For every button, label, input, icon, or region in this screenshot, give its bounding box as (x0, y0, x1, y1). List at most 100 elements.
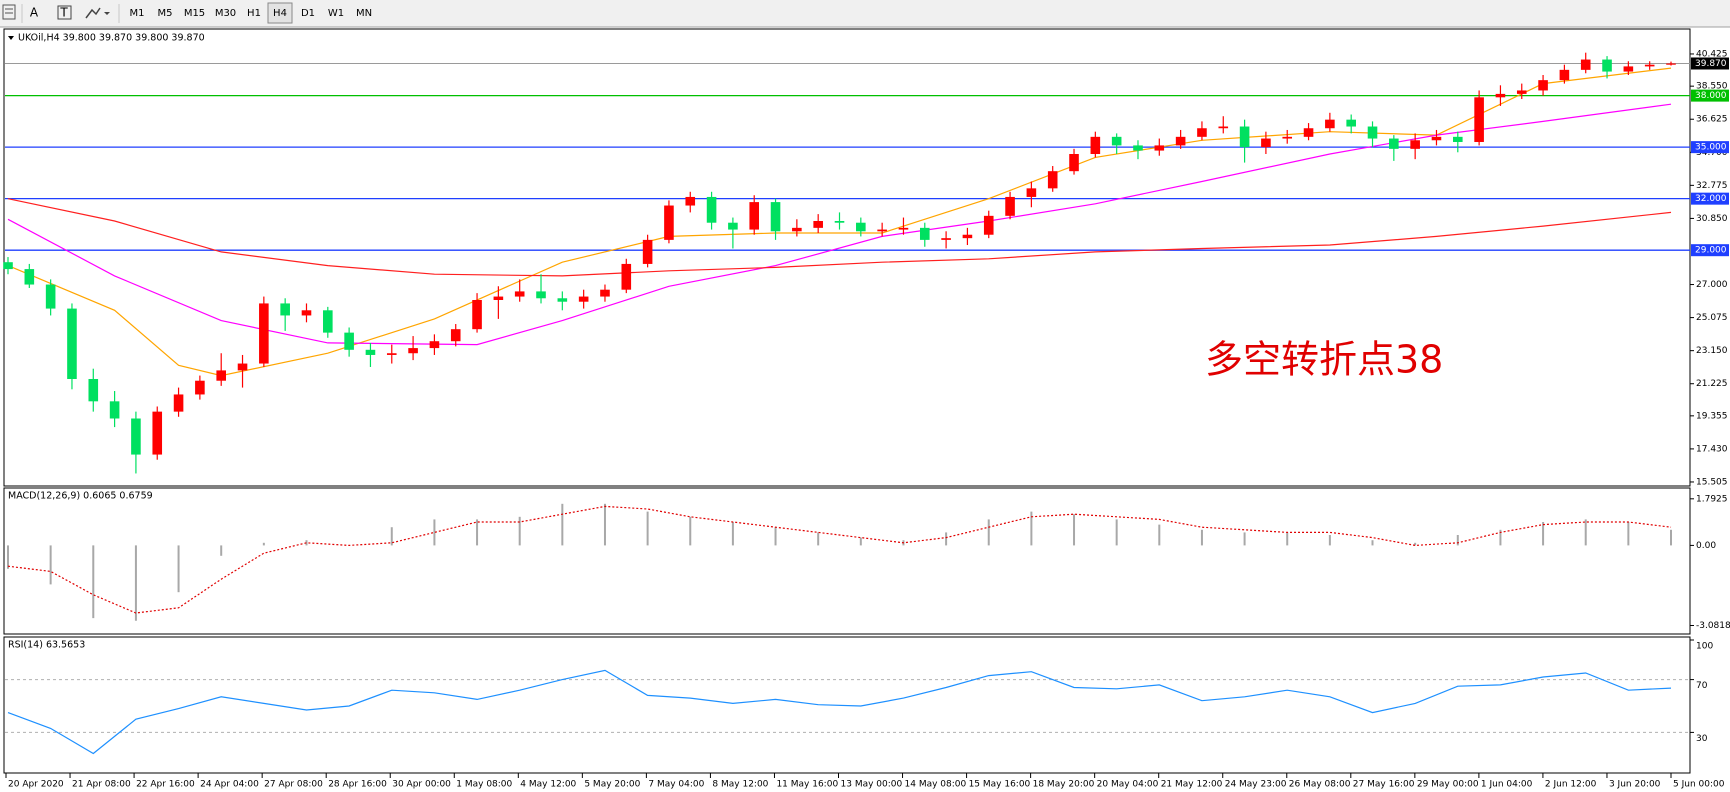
candle-body (237, 363, 248, 371)
candle-body (109, 401, 120, 419)
y-tick-label: 30 (1696, 734, 1708, 744)
candle-body (792, 227, 802, 232)
timeframe-button[interactable]: W1 (328, 8, 344, 19)
candle-body (280, 303, 290, 316)
timeframe-button[interactable]: H1 (247, 8, 261, 19)
timeframe-button[interactable]: MN (356, 8, 372, 19)
y-tick-label: 38.550 (1696, 82, 1728, 92)
rsi-line (7, 669, 1672, 755)
annotation: 多空转折点38 (1205, 338, 1443, 382)
timeframe-button[interactable]: M5 (158, 8, 173, 19)
x-tick-label: 27 Apr 08:00 (264, 780, 323, 790)
candle-body (834, 220, 845, 223)
candle-body (386, 353, 397, 355)
candle-body (1602, 59, 1612, 72)
candle-body (642, 239, 653, 264)
candle-body (919, 227, 930, 240)
level-label: 29.000 (1695, 246, 1727, 256)
y-tick-label: 0.00 (1696, 541, 1716, 551)
y-tick-label: 21.225 (1696, 379, 1728, 389)
candle-body (706, 196, 717, 223)
level-label: 38.000 (1695, 91, 1727, 101)
timeframe-button[interactable]: M1 (130, 8, 145, 19)
level-label: 35.000 (1695, 143, 1727, 153)
candle-body (1175, 136, 1186, 146)
y-tick-label: 25.075 (1696, 313, 1728, 323)
candle-body (259, 303, 269, 364)
candle-body (344, 332, 354, 350)
candle-body (1410, 140, 1420, 149)
level-label-bg (1691, 192, 1729, 205)
candle-body (1474, 97, 1484, 142)
candle-body (67, 308, 77, 379)
candle-body (131, 418, 141, 455)
x-tick-label: 5 Jun 00:00 (1673, 780, 1725, 790)
x-tick-label: 24 Apr 04:00 (200, 780, 259, 790)
x-tick-label: 13 May 00:00 (841, 780, 903, 790)
indicator-title: RSI(14) 63.5653 (8, 640, 85, 651)
collapse-arrow (8, 36, 14, 40)
x-tick-label: 24 May 23:00 (1225, 780, 1287, 790)
y-tick-label: 17.430 (1696, 444, 1728, 454)
x-tick-label: 22 Apr 16:00 (136, 780, 195, 790)
level-label: 32.000 (1695, 194, 1727, 204)
x-tick-label: 4 May 12:00 (520, 780, 576, 790)
candle-body (664, 205, 674, 240)
x-tick-label: 28 Apr 16:00 (328, 780, 387, 790)
candle-body (3, 262, 13, 270)
x-tick-label: 1 May 08:00 (456, 780, 512, 790)
x-tick-label: 27 May 16:00 (1353, 780, 1415, 790)
timeframe-button[interactable]: D1 (301, 8, 315, 19)
x-tick-label: 5 May 20:00 (584, 780, 640, 790)
tool-icon[interactable] (2, 4, 16, 20)
tool-label[interactable]: T (59, 6, 68, 20)
candle-body (88, 378, 99, 402)
y-tick-label: 15.505 (1696, 477, 1728, 487)
candle-body (1346, 119, 1356, 127)
candle-body (557, 298, 568, 302)
tool-icon[interactable] (85, 7, 101, 19)
active-button (267, 2, 293, 24)
y-tick-label: 30.850 (1696, 214, 1728, 224)
x-tick-label: 3 Jun 20:00 (1609, 780, 1661, 790)
x-tick-label: 14 May 08:00 (905, 780, 967, 790)
dropdown-arrow[interactable] (104, 12, 110, 15)
x-tick-label: 8 May 12:00 (712, 780, 768, 790)
timeframe-button[interactable]: M15 (184, 8, 205, 19)
candle-body (1623, 66, 1634, 72)
x-tick-label: 21 May 12:00 (1161, 780, 1223, 790)
candle-body (856, 222, 866, 232)
candle-body (195, 380, 205, 395)
chart-title: UKOil,H4 39.800 39.870 39.800 39.870 (18, 33, 205, 44)
candle-body (1026, 188, 1037, 197)
tool-icon[interactable] (57, 5, 72, 20)
candle-body (941, 238, 951, 240)
candle-body (1538, 80, 1548, 91)
panel-frame (3, 28, 1691, 487)
level-label-bg (1691, 244, 1729, 257)
x-tick-label: 18 May 20:00 (1033, 780, 1095, 790)
timeframe-button[interactable]: H4 (273, 8, 287, 19)
candle-body (728, 222, 738, 230)
candle-body (1325, 119, 1335, 129)
timeframe-button[interactable]: M30 (215, 8, 236, 19)
tool-label[interactable]: A (30, 6, 39, 20)
candle-body (514, 291, 525, 297)
toolbar: A T M1 M5 M15 M30 H1 H4 D1 W1 MN (0, 0, 1730, 28)
y-tick-label: 27.000 (1696, 280, 1728, 290)
x-tick-label: 20 May 04:00 (1097, 780, 1159, 790)
candle-body (1389, 138, 1399, 149)
y-tick-label: 19.355 (1696, 411, 1728, 421)
last-price-label: 39.870 (1695, 59, 1727, 69)
plot-area: 40.42538.55036.62534.70032.77530.85027.0… (3, 28, 1730, 790)
candle-body (152, 411, 163, 455)
candle-body (1111, 136, 1122, 146)
candle-body (685, 196, 696, 206)
y-tick-label: 40.425 (1696, 49, 1728, 59)
candle-body (301, 310, 312, 316)
candle-body (216, 370, 227, 381)
candle-body (1239, 126, 1250, 148)
candle-body (173, 394, 184, 412)
x-tick-label: 30 Apr 00:00 (392, 780, 451, 790)
